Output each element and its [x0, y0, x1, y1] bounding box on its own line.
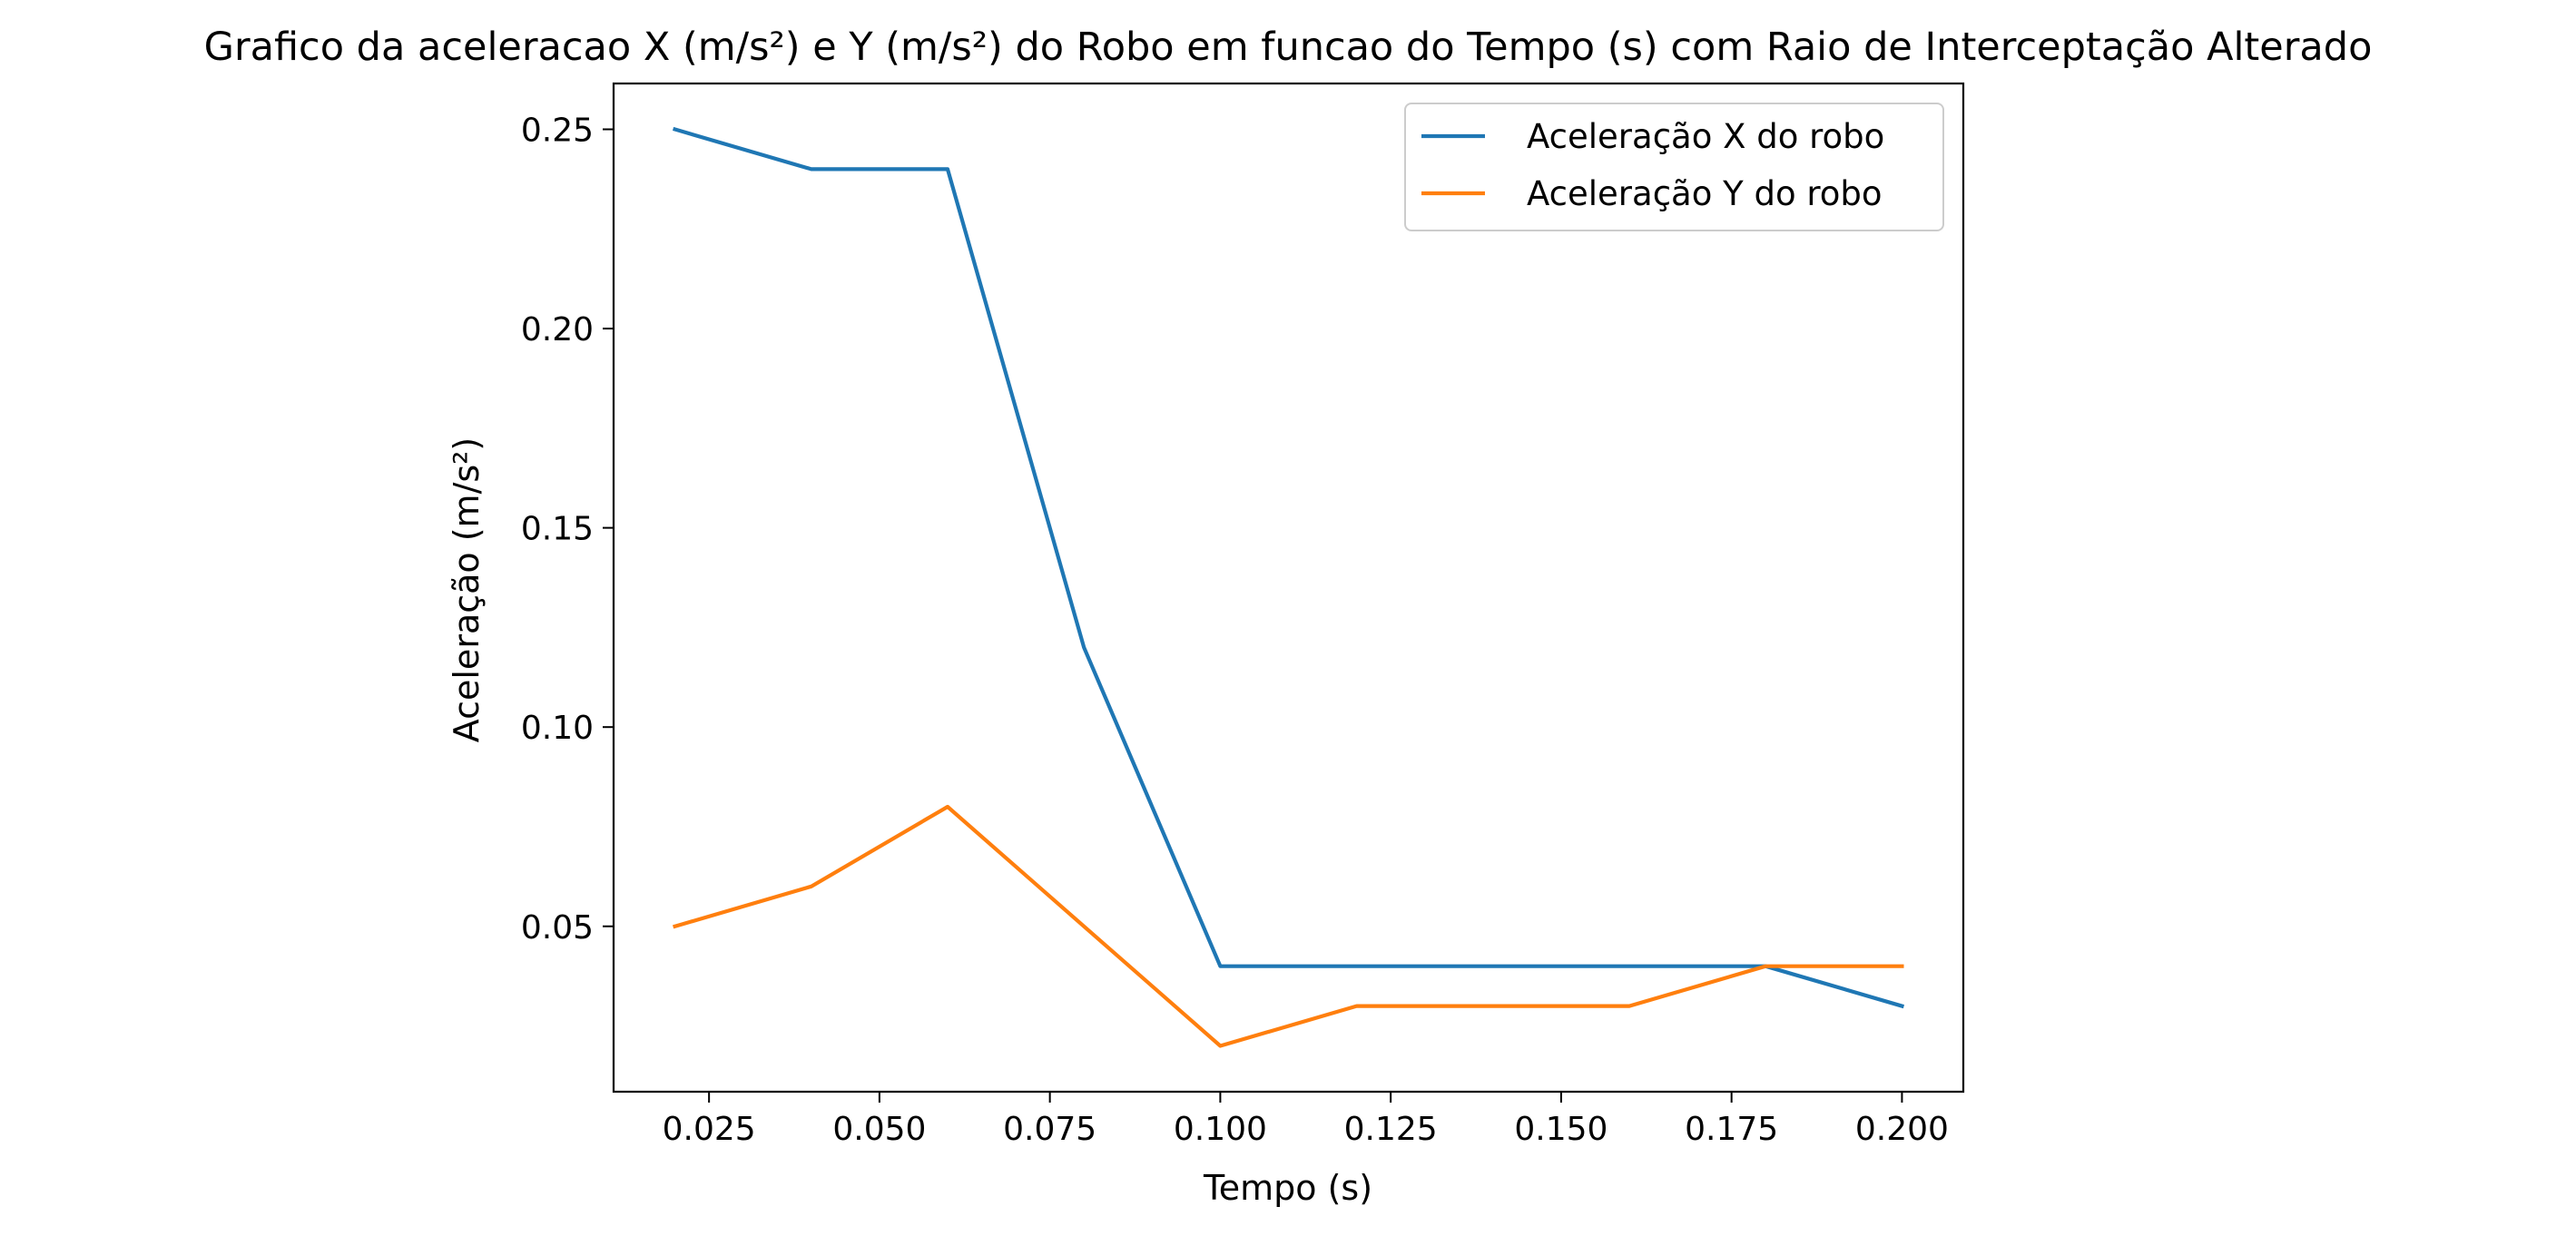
y-tick-label: 0.25: [521, 113, 594, 150]
x-tick-label: 0.150: [1514, 1111, 1608, 1148]
y-tick-label: 0.10: [521, 710, 594, 747]
x-tick-label: 0.050: [832, 1111, 926, 1148]
y-tick-label: 0.15: [521, 511, 594, 548]
x-tick-label: 0.175: [1685, 1111, 1778, 1148]
series-line-x: [672, 126, 1905, 1009]
y-tick-label: 0.05: [521, 909, 594, 947]
legend-label-y: Aceleração Y do robo: [1527, 174, 1883, 213]
x-axis-label: Tempo (s): [1203, 1168, 1372, 1208]
x-tick-label: 0.100: [1174, 1111, 1267, 1148]
x-tick-label: 0.025: [663, 1111, 756, 1148]
x-tick-label: 0.075: [1003, 1111, 1096, 1148]
chart-title: Grafico da aceleracao X (m/s²) e Y (m/s²…: [204, 25, 2373, 70]
legend-label-x: Aceleração X do robo: [1527, 117, 1884, 156]
x-tick-label: 0.125: [1344, 1111, 1438, 1148]
series-layer: [672, 126, 1905, 1048]
plot-frame: [612, 82, 1965, 1094]
x-tick-label: 0.200: [1855, 1111, 1949, 1148]
y-axis-label: Aceleração (m/s²): [447, 437, 487, 742]
y-tick-label: 0.20: [521, 311, 594, 348]
legend-box: [1404, 103, 1944, 231]
axes-layer: 0.025 0.050 0.075 0.100 0.125 0.150 0.175 0.200…: [521, 82, 1965, 1148]
series-line-y: [672, 804, 1904, 1048]
legend: Aceleração X do robo Aceleração Y do robo: [1404, 103, 1944, 231]
